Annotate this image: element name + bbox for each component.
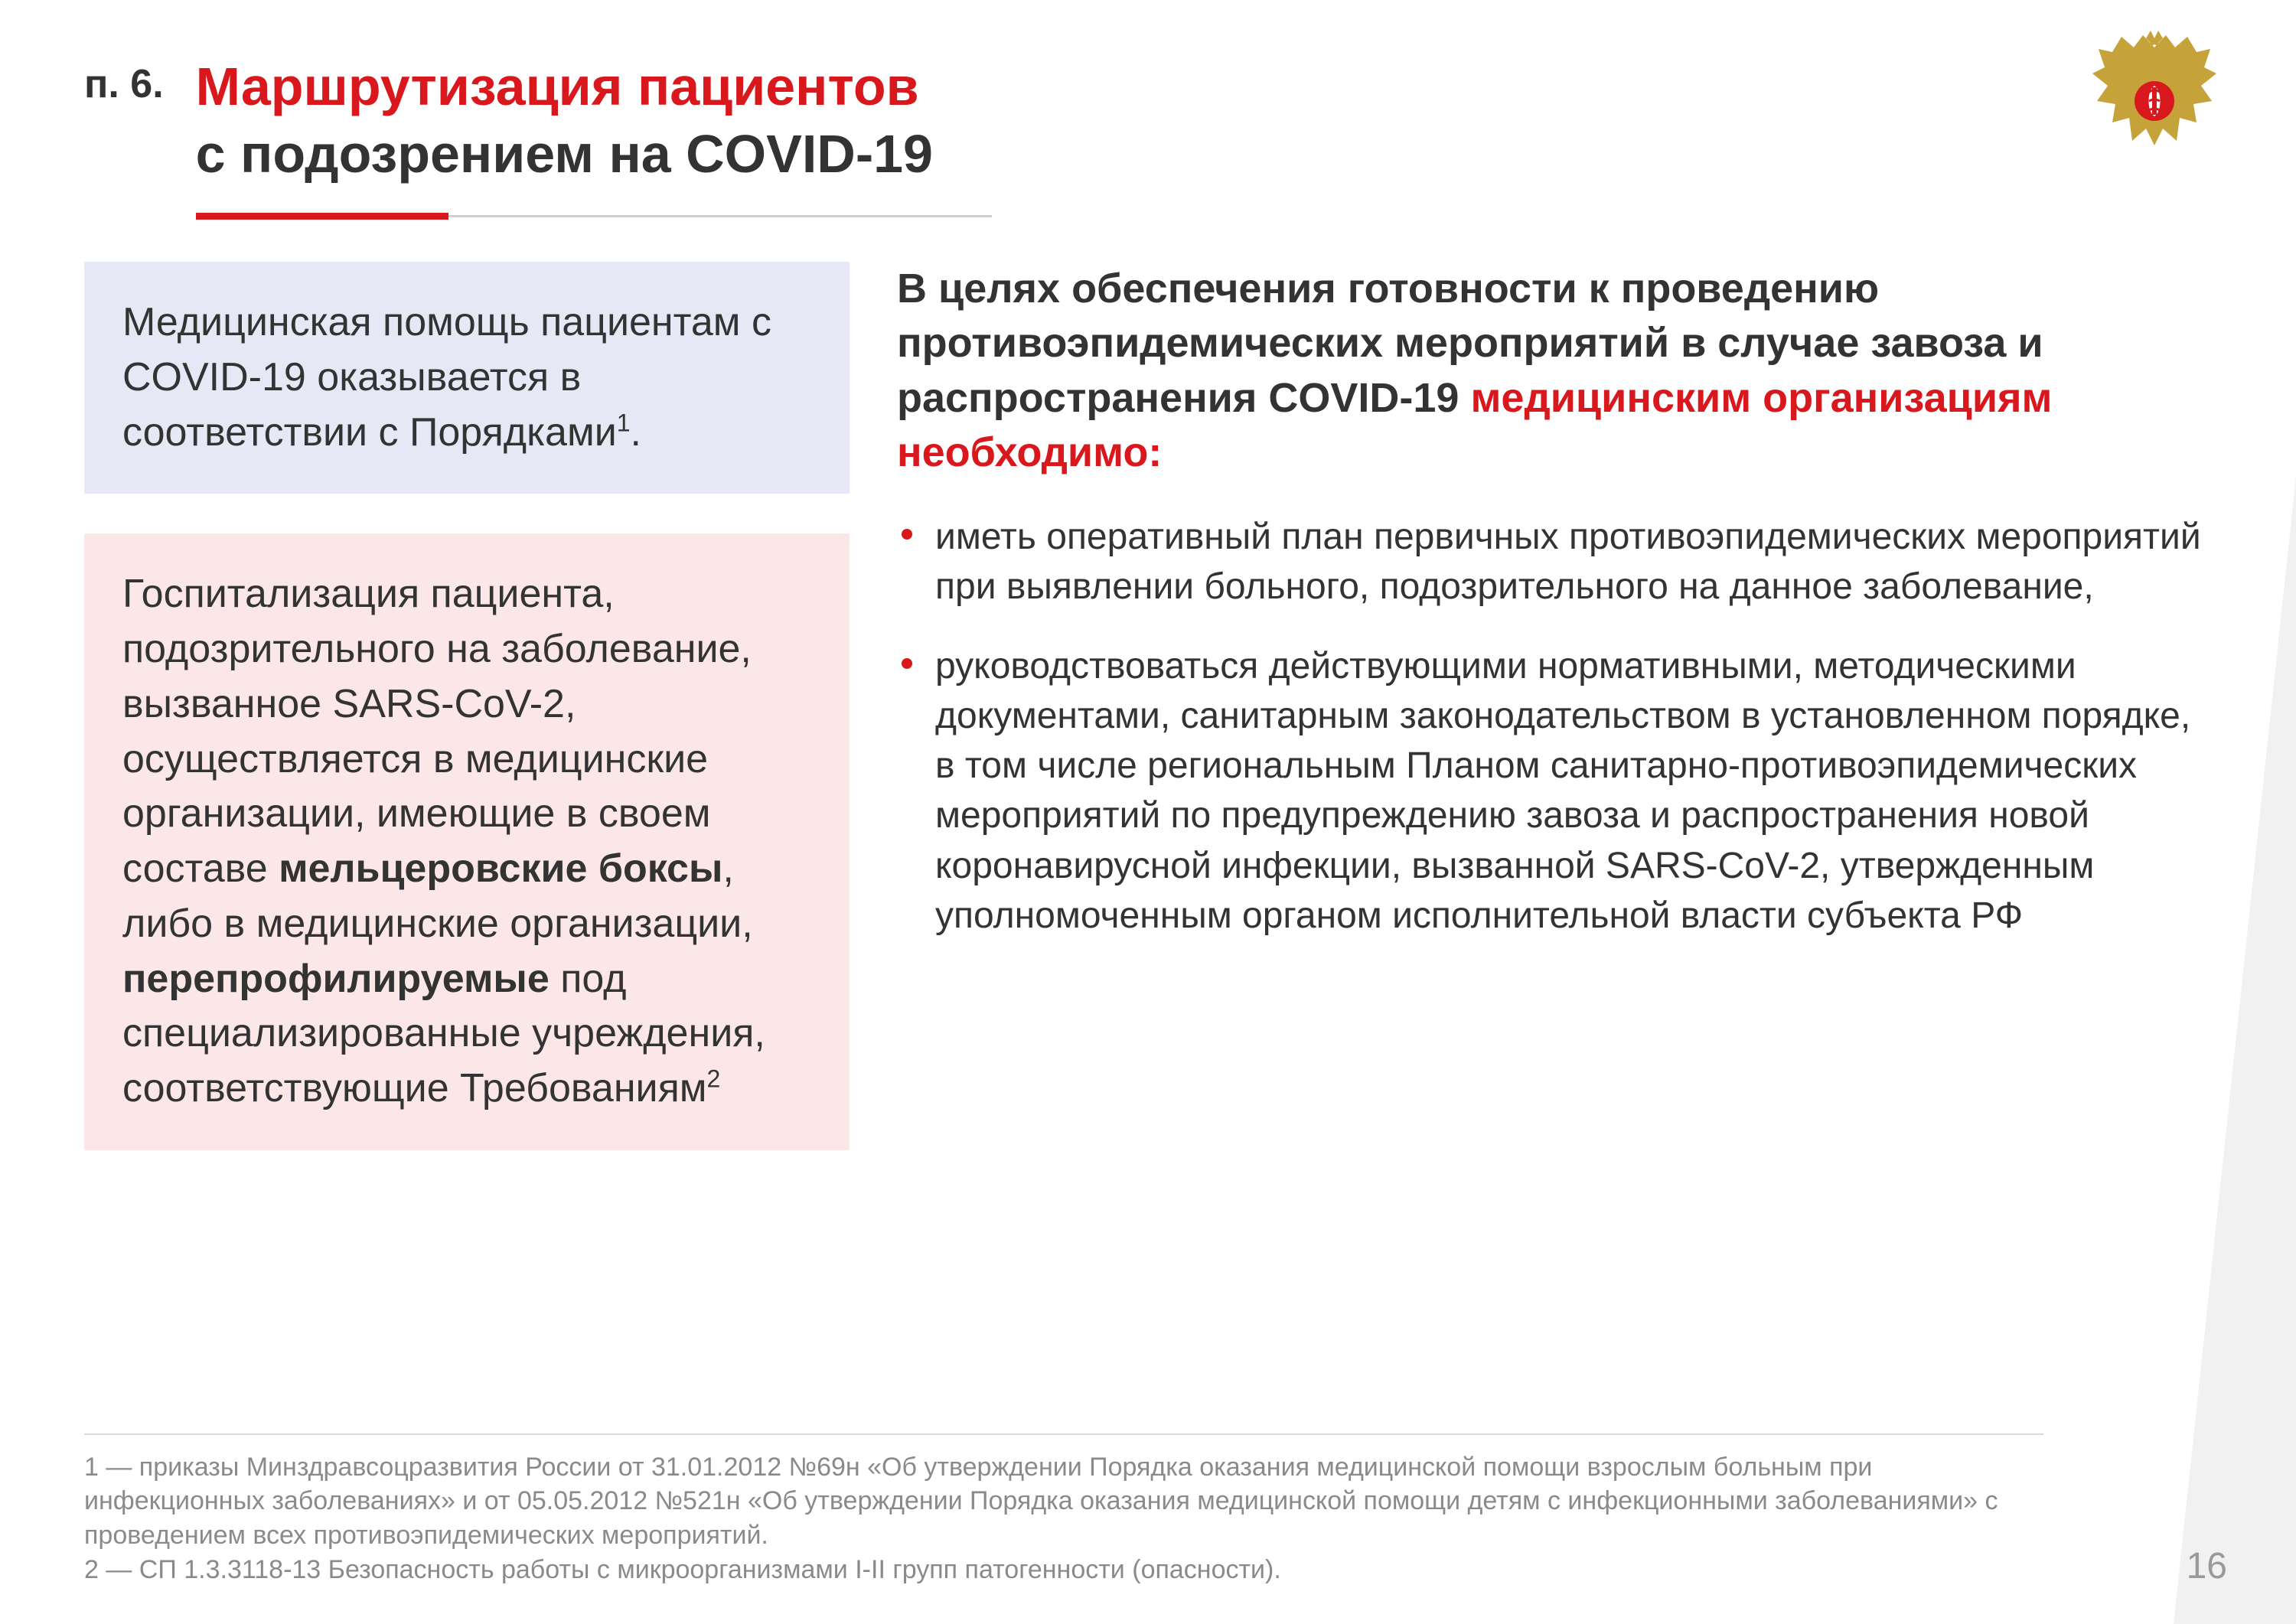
title-underline (196, 215, 992, 217)
info-box-blue: Медицинская помощь пациентам с COVID-19 … (84, 262, 850, 494)
footnotes: 1 — приказы Минздравсоцразвития России о… (84, 1433, 2043, 1588)
bullet-list: иметь оперативный план первичных противо… (897, 512, 2212, 941)
page-number: 16 (2187, 1545, 2227, 1587)
header-row: п. 6. Маршрутизация пациентов с подозрен… (84, 54, 2212, 217)
ministry-emblem-icon (2089, 31, 2219, 176)
bullet-item: руководствоваться действующими нормативн… (897, 641, 2212, 941)
title-line-1: Маршрутизация пациентов (196, 54, 2212, 121)
footnote-1: 1 — приказы Минздравсоцразвития России о… (84, 1450, 2043, 1554)
footnote-separator (84, 1433, 2043, 1435)
title-block: Маршрутизация пациентов с подозрением на… (196, 54, 2212, 217)
section-number: п. 6. (84, 54, 164, 107)
slide: п. 6. Маршрутизация пациентов с подозрен… (0, 0, 2296, 1624)
bullet-item: иметь оперативный план первичных противо… (897, 512, 2212, 612)
left-column: Медицинская помощь пациентам с COVID-19 … (84, 262, 850, 1150)
title-line-2: с подозрением на COVID-19 (196, 121, 2212, 188)
info-box-pink: Госпитализация пациента, подозрительного… (84, 533, 850, 1150)
content-columns: Медицинская помощь пациентам с COVID-19 … (84, 262, 2212, 1150)
right-column: В целях обеспечения готовности к проведе… (897, 262, 2212, 1150)
lead-paragraph: В целях обеспечения готовности к проведе… (897, 262, 2212, 480)
footnote-2: 2 — СП 1.3.3118-13 Безопасность работы с… (84, 1553, 2043, 1587)
